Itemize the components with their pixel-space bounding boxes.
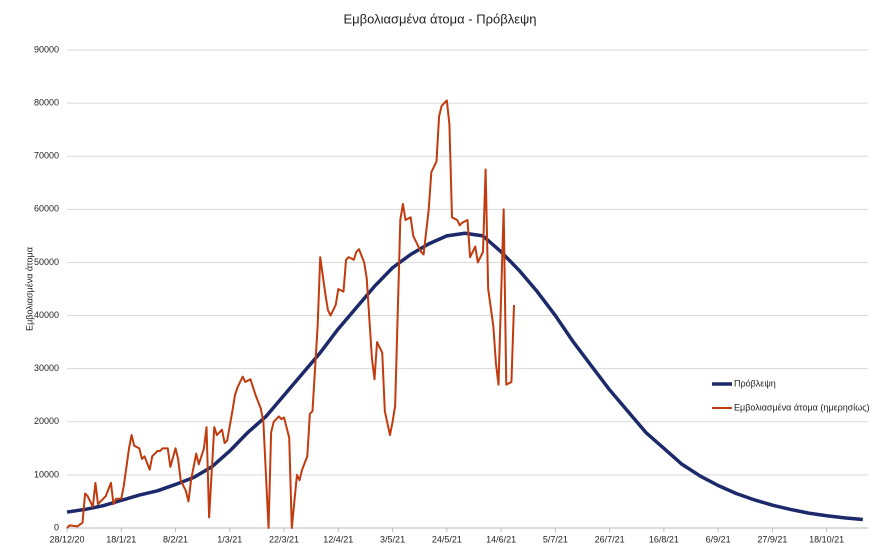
y-tick-label: 0: [54, 522, 59, 532]
x-tick-label: 24/5/21: [432, 534, 462, 544]
series-line: [66, 231, 863, 522]
y-tick-label: 10000: [34, 469, 59, 479]
x-tick-label: 6/9/21: [706, 534, 731, 544]
x-tick-label: 22/3/21: [269, 534, 299, 544]
x-tick-label: 18/10/21: [809, 534, 844, 544]
y-tick-label: 40000: [34, 310, 59, 320]
legend-label: Εμβολιασμένα άτομα (ημερησίως): [734, 402, 870, 412]
y-axis-label: Εμβολιασμένα άτομα: [24, 247, 34, 331]
x-tick-label: 27/9/21: [757, 534, 787, 544]
y-tick-label: 70000: [34, 151, 59, 161]
y-tick-label: 20000: [34, 416, 59, 426]
x-tick-label: 1/3/21: [217, 534, 242, 544]
series-line: [66, 99, 516, 529]
y-tick-label: 30000: [34, 363, 59, 373]
x-tick-label: 26/7/21: [595, 534, 625, 544]
y-tick-label: 50000: [34, 257, 59, 267]
y-tick-label: 90000: [34, 44, 59, 54]
x-tick-label: 8/2/21: [163, 534, 188, 544]
x-tick-label: 14/6/21: [486, 534, 516, 544]
legend-label: Πρόβλεψη: [734, 378, 776, 388]
y-tick-label: 60000: [34, 204, 59, 214]
x-tick-label: 5/7/21: [543, 534, 568, 544]
chart-title: Εμβολιασμένα άτομα - Πρόβλεψη: [343, 11, 536, 26]
x-tick-label: 12/4/21: [323, 534, 353, 544]
x-tick-label: 28/12/20: [49, 534, 84, 544]
y-tick-label: 80000: [34, 97, 59, 107]
x-tick-label: 3/5/21: [380, 534, 405, 544]
x-tick-label: 18/1/21: [106, 534, 136, 544]
x-tick-label: 16/8/21: [649, 534, 679, 544]
